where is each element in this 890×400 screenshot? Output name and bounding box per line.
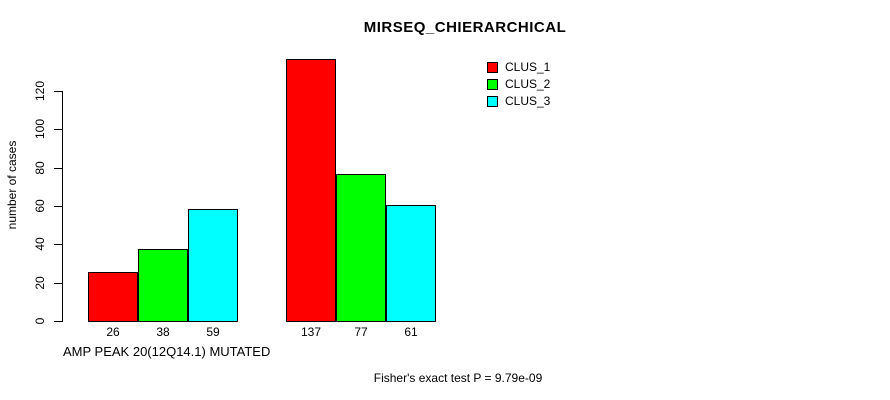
- y-tick-label: 120: [33, 80, 47, 102]
- y-tick-label: 80: [33, 161, 47, 175]
- legend: CLUS_1 CLUS_2 CLUS_3: [487, 60, 551, 112]
- bar-value-label: 77: [354, 325, 368, 339]
- footnote-pvalue: Fisher's exact test P = 9.79e-09: [373, 371, 543, 385]
- y-axis-label: number of cases: [5, 140, 19, 230]
- legend-label: CLUS_2: [505, 77, 551, 91]
- y-tick: [54, 244, 62, 245]
- bar-value-label: 61: [404, 325, 418, 339]
- y-tick-label: 60: [33, 199, 47, 213]
- y-tick: [54, 321, 62, 322]
- legend-label: CLUS_1: [505, 60, 551, 74]
- y-tick: [54, 168, 62, 169]
- y-tick-label: 100: [33, 118, 47, 140]
- x-axis-group-label: AMP PEAK 20(12Q14.1) MUTATED: [63, 344, 271, 359]
- bar-clus_1-group2: [286, 59, 336, 322]
- y-tick: [54, 129, 62, 130]
- legend-swatch-icon: [487, 78, 498, 90]
- bar-clus_2-group1: [138, 249, 188, 322]
- y-tick: [54, 283, 62, 284]
- legend-item-clus_3: CLUS_3: [487, 94, 551, 108]
- bar-clus_1-group1: [88, 272, 138, 322]
- legend-item-clus_2: CLUS_2: [487, 77, 551, 91]
- legend-swatch-icon: [487, 61, 498, 73]
- y-tick: [54, 91, 62, 92]
- bar-value-label: 26: [106, 325, 120, 339]
- y-tick-label: 20: [33, 276, 47, 290]
- y-tick-label: 0: [33, 317, 47, 325]
- bar-value-label: 137: [300, 325, 322, 339]
- legend-swatch-icon: [487, 95, 498, 107]
- bar-value-label: 59: [206, 325, 220, 339]
- legend-item-clus_1: CLUS_1: [487, 60, 551, 74]
- bar-clus_3-group2: [386, 205, 436, 322]
- bar-clus_2-group2: [336, 174, 386, 322]
- y-tick: [54, 206, 62, 207]
- bar-value-label: 38: [156, 325, 170, 339]
- y-tick-label: 40: [33, 237, 47, 251]
- legend-label: CLUS_3: [505, 94, 551, 108]
- bar-clus_3-group1: [188, 209, 238, 322]
- y-axis-line: [62, 91, 63, 322]
- chart-title: MIRSEQ_CHIERARCHICAL: [363, 19, 567, 36]
